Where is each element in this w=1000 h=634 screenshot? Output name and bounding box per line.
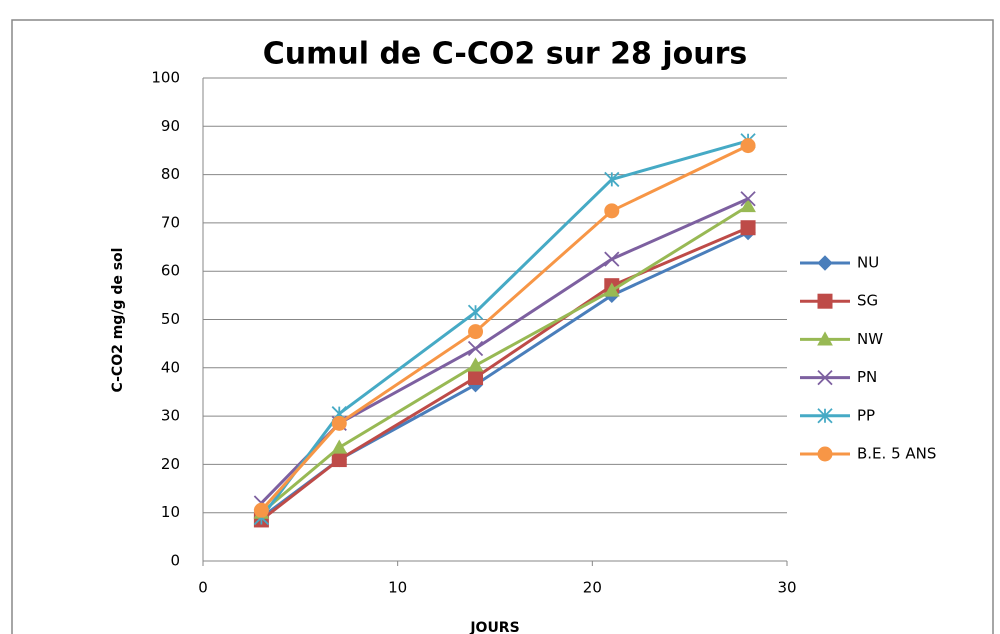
- marker: [740, 220, 756, 236]
- x-tick-label: 30: [777, 579, 796, 597]
- marker: [468, 324, 484, 340]
- marker: [604, 171, 620, 188]
- y-tick-label: 80: [161, 165, 180, 183]
- marker: [467, 340, 484, 357]
- y-tick-label: 0: [170, 552, 180, 570]
- marker: [467, 304, 484, 320]
- y-tick-label: 20: [161, 455, 180, 473]
- marker: [817, 293, 833, 309]
- marker: [331, 439, 348, 454]
- legend-label: NW: [857, 330, 883, 348]
- x-tick-label: 10: [388, 579, 407, 597]
- marker: [740, 197, 756, 213]
- y-tick-label: 100: [151, 69, 180, 87]
- y-tick-label: 10: [161, 503, 180, 521]
- marker: [817, 408, 833, 424]
- x-tick-label: 0: [198, 579, 208, 597]
- legend-label: PN: [857, 368, 877, 386]
- x-tick-label: 20: [583, 579, 602, 597]
- marker: [604, 251, 620, 267]
- x-axis-title: JOURS: [469, 620, 519, 634]
- marker: [740, 138, 756, 154]
- legend-label: PP: [857, 406, 875, 424]
- marker: [740, 191, 756, 207]
- marker: [467, 357, 484, 372]
- legend-label: SG: [857, 292, 878, 310]
- marker: [817, 369, 833, 386]
- marker: [604, 203, 620, 219]
- y-tick-label: 60: [161, 262, 180, 280]
- marker: [817, 331, 833, 346]
- chart-frame: [11, 19, 994, 634]
- y-tick-label: 90: [161, 117, 180, 135]
- marker: [253, 502, 269, 518]
- y-tick-label: 70: [161, 213, 180, 231]
- marker: [817, 446, 833, 462]
- y-tick-label: 30: [161, 407, 180, 425]
- marker: [331, 452, 347, 468]
- marker: [603, 282, 620, 297]
- marker: [468, 369, 484, 385]
- y-tick-label: 50: [161, 310, 180, 328]
- legend-label: NU: [857, 254, 879, 272]
- y-axis-title: C-CO2 mg/g de sol: [110, 248, 126, 393]
- marker: [817, 255, 833, 271]
- y-tick-label: 40: [161, 358, 180, 376]
- marker: [331, 415, 347, 431]
- legend-label: B.E. 5 ANS: [857, 445, 936, 463]
- chart-title: Cumul de C-CO2 sur 28 jours: [263, 37, 748, 72]
